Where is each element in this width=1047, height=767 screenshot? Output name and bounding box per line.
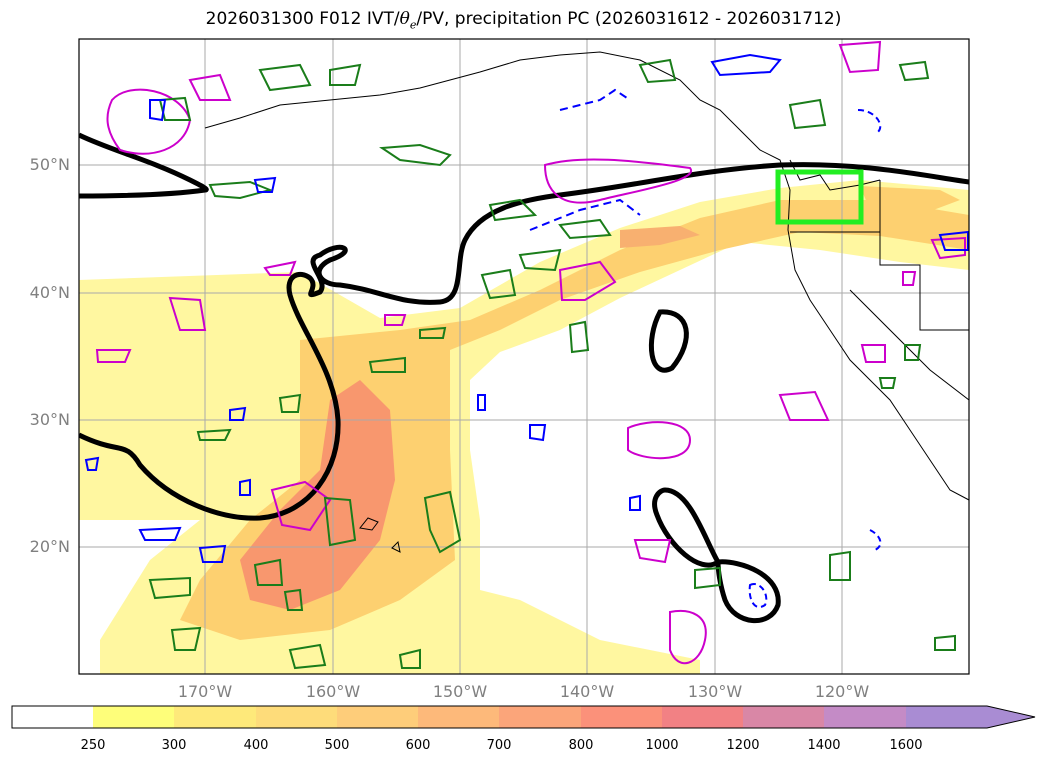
colorbar-tick: 700 [486, 738, 512, 753]
lon-label-130w: 130°W [687, 682, 743, 701]
colorbar-tick: 600 [405, 738, 431, 753]
colorbar-tick: 300 [161, 738, 187, 753]
map-title: 2026031300 F012 IVT/θe/PV, precipitation… [205, 9, 842, 32]
colorbar-tick: 1600 [889, 738, 923, 753]
lon-label-150w: 150°W [432, 682, 488, 701]
blue-contours [84, 53, 969, 608]
colorbar-tick: 400 [243, 738, 269, 753]
colorbar-tick: 1200 [726, 738, 760, 753]
lat-label-40n: 40°N [29, 283, 70, 302]
lon-label-170w: 170°W [177, 682, 233, 701]
lat-label-20n: 20°N [29, 537, 70, 556]
colorbar-tick: 250 [80, 738, 106, 753]
map-frame [78, 38, 970, 675]
colorbar-tick: 1400 [807, 738, 841, 753]
lon-label-140w: 140°W [559, 682, 615, 701]
map-area [79, 39, 969, 674]
pv-contour [79, 132, 969, 623]
colorbar-tick: 1000 [645, 738, 679, 753]
colorbar-tick: 800 [568, 738, 594, 753]
ivt-shading [79, 180, 969, 674]
colorbar-tick: 500 [324, 738, 350, 753]
colorbar [11, 705, 1036, 729]
highlight-box [775, 169, 864, 225]
precip-pc-contours [148, 58, 956, 670]
lon-label-120w: 120°W [814, 682, 870, 701]
theta-e-contours [95, 40, 966, 665]
lat-label-50n: 50°N [29, 155, 70, 174]
lat-label-30n: 30°N [29, 410, 70, 429]
lon-label-160w: 160°W [305, 682, 361, 701]
